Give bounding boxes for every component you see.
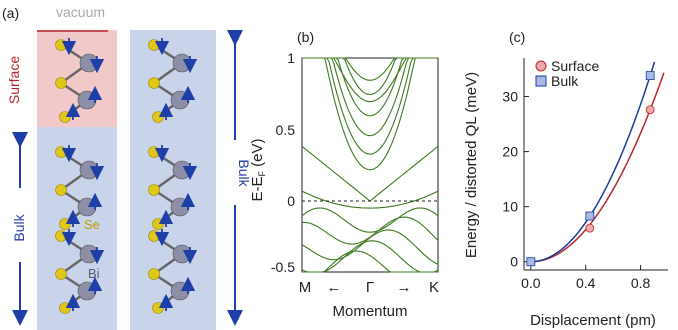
ytick-label: 20 <box>502 144 518 160</box>
arrow-right-glyph: → <box>397 279 412 296</box>
bi-atom <box>77 197 97 217</box>
se-atom <box>148 184 160 196</box>
bi-atom <box>170 90 190 110</box>
se-atom <box>55 146 67 158</box>
bi-atom <box>170 281 190 301</box>
band-line <box>301 229 439 265</box>
se-atom <box>148 77 160 89</box>
bi-atom <box>172 244 192 264</box>
bi-atom <box>79 53 99 73</box>
ytick-label: 0 <box>510 254 518 270</box>
k-label-m: M <box>299 279 312 296</box>
se-atom <box>148 146 160 158</box>
band-structure <box>301 57 439 273</box>
data-point-bulk <box>526 257 536 267</box>
se-atom <box>59 302 71 314</box>
data-point-surface <box>585 223 595 233</box>
se-atom <box>55 268 67 280</box>
se-atom <box>59 218 71 230</box>
band-ylabel: E-EF (eV) <box>249 138 267 201</box>
legend-marker-surface <box>535 60 547 72</box>
bi-atom <box>170 197 190 217</box>
band-plot-frame <box>301 57 439 273</box>
se-atom <box>152 302 164 314</box>
panel-a-label: (a) <box>2 5 19 21</box>
xtick-label: 0.0 <box>521 275 541 291</box>
surface-region <box>37 30 117 127</box>
chart-ylabel: Energy / distorted QL (meV) <box>463 72 480 258</box>
se-atom <box>55 77 67 89</box>
ytick-b-neg-0-5: -0.5 <box>271 259 295 275</box>
bi-atom <box>172 53 192 73</box>
se-atom <box>55 230 67 242</box>
k-label-gamma: Γ <box>366 279 374 296</box>
bi-atom <box>77 90 97 110</box>
xtick-label: 0.4 <box>576 275 596 291</box>
se-atom <box>55 39 67 51</box>
bulk-side-label-left: Bulk <box>11 213 27 241</box>
band-line <box>302 57 438 155</box>
band-line <box>302 250 439 273</box>
se-atom-label: Se <box>84 217 100 232</box>
surface-side-label: Surface <box>6 56 22 104</box>
ytick-b-0-5: 0.5 <box>276 122 296 138</box>
band-line <box>302 57 438 171</box>
se-atom <box>55 184 67 196</box>
fit-curve-surface <box>530 72 665 263</box>
panel-c-label: (c) <box>509 29 525 45</box>
bulk-region-right <box>130 30 216 330</box>
ytick-b-1: 1 <box>287 50 295 66</box>
se-atom <box>148 39 160 51</box>
chart-xlabel: Displacement (pm) <box>530 312 656 329</box>
bi-atom <box>79 160 99 180</box>
vacuum-label: vacuum <box>56 4 105 20</box>
panel-b: (b) 1 0.5 0 -0.5 E-EF (eV) M ← Γ → K Mom… <box>249 29 439 320</box>
se-atom <box>148 230 160 242</box>
data-point-bulk <box>585 211 595 221</box>
ytick-b-0: 0 <box>287 193 295 209</box>
fit-curve-bulk <box>530 61 656 263</box>
band-line <box>301 190 439 209</box>
panel-b-label: (b) <box>297 29 314 45</box>
data-point-surface <box>645 105 655 115</box>
se-atom <box>152 218 164 230</box>
atom-chains <box>55 38 198 314</box>
band-line <box>302 57 438 117</box>
ytick-label: 10 <box>502 199 518 215</box>
bi-atom <box>77 281 97 301</box>
legend-label-bulk: Bulk <box>551 73 579 89</box>
band-line <box>302 57 438 137</box>
se-atom <box>148 268 160 280</box>
bi-atom <box>79 244 99 264</box>
bi-atom-label: Bi <box>88 266 100 281</box>
bi-atom <box>172 160 192 180</box>
band-line <box>302 216 439 245</box>
se-atom <box>152 111 164 123</box>
band-line <box>301 207 439 233</box>
k-label-k: K <box>429 279 439 296</box>
band-line <box>302 57 438 81</box>
band-line <box>302 57 438 96</box>
legend-label-surface: Surface <box>551 58 599 74</box>
data-point-bulk <box>645 71 655 81</box>
se-atom <box>59 111 71 123</box>
bulk-side-label-right: Bulk <box>236 159 252 187</box>
band-xlabel: Momentum <box>332 303 407 320</box>
xtick-label: 0.8 <box>631 275 651 291</box>
arrow-left-glyph: ← <box>327 279 342 296</box>
legend-marker-bulk <box>535 75 547 87</box>
panel-a: (a) vacuum Surface Bulk Bulk Se Bi <box>2 4 252 330</box>
ytick-label: 30 <box>502 89 518 105</box>
